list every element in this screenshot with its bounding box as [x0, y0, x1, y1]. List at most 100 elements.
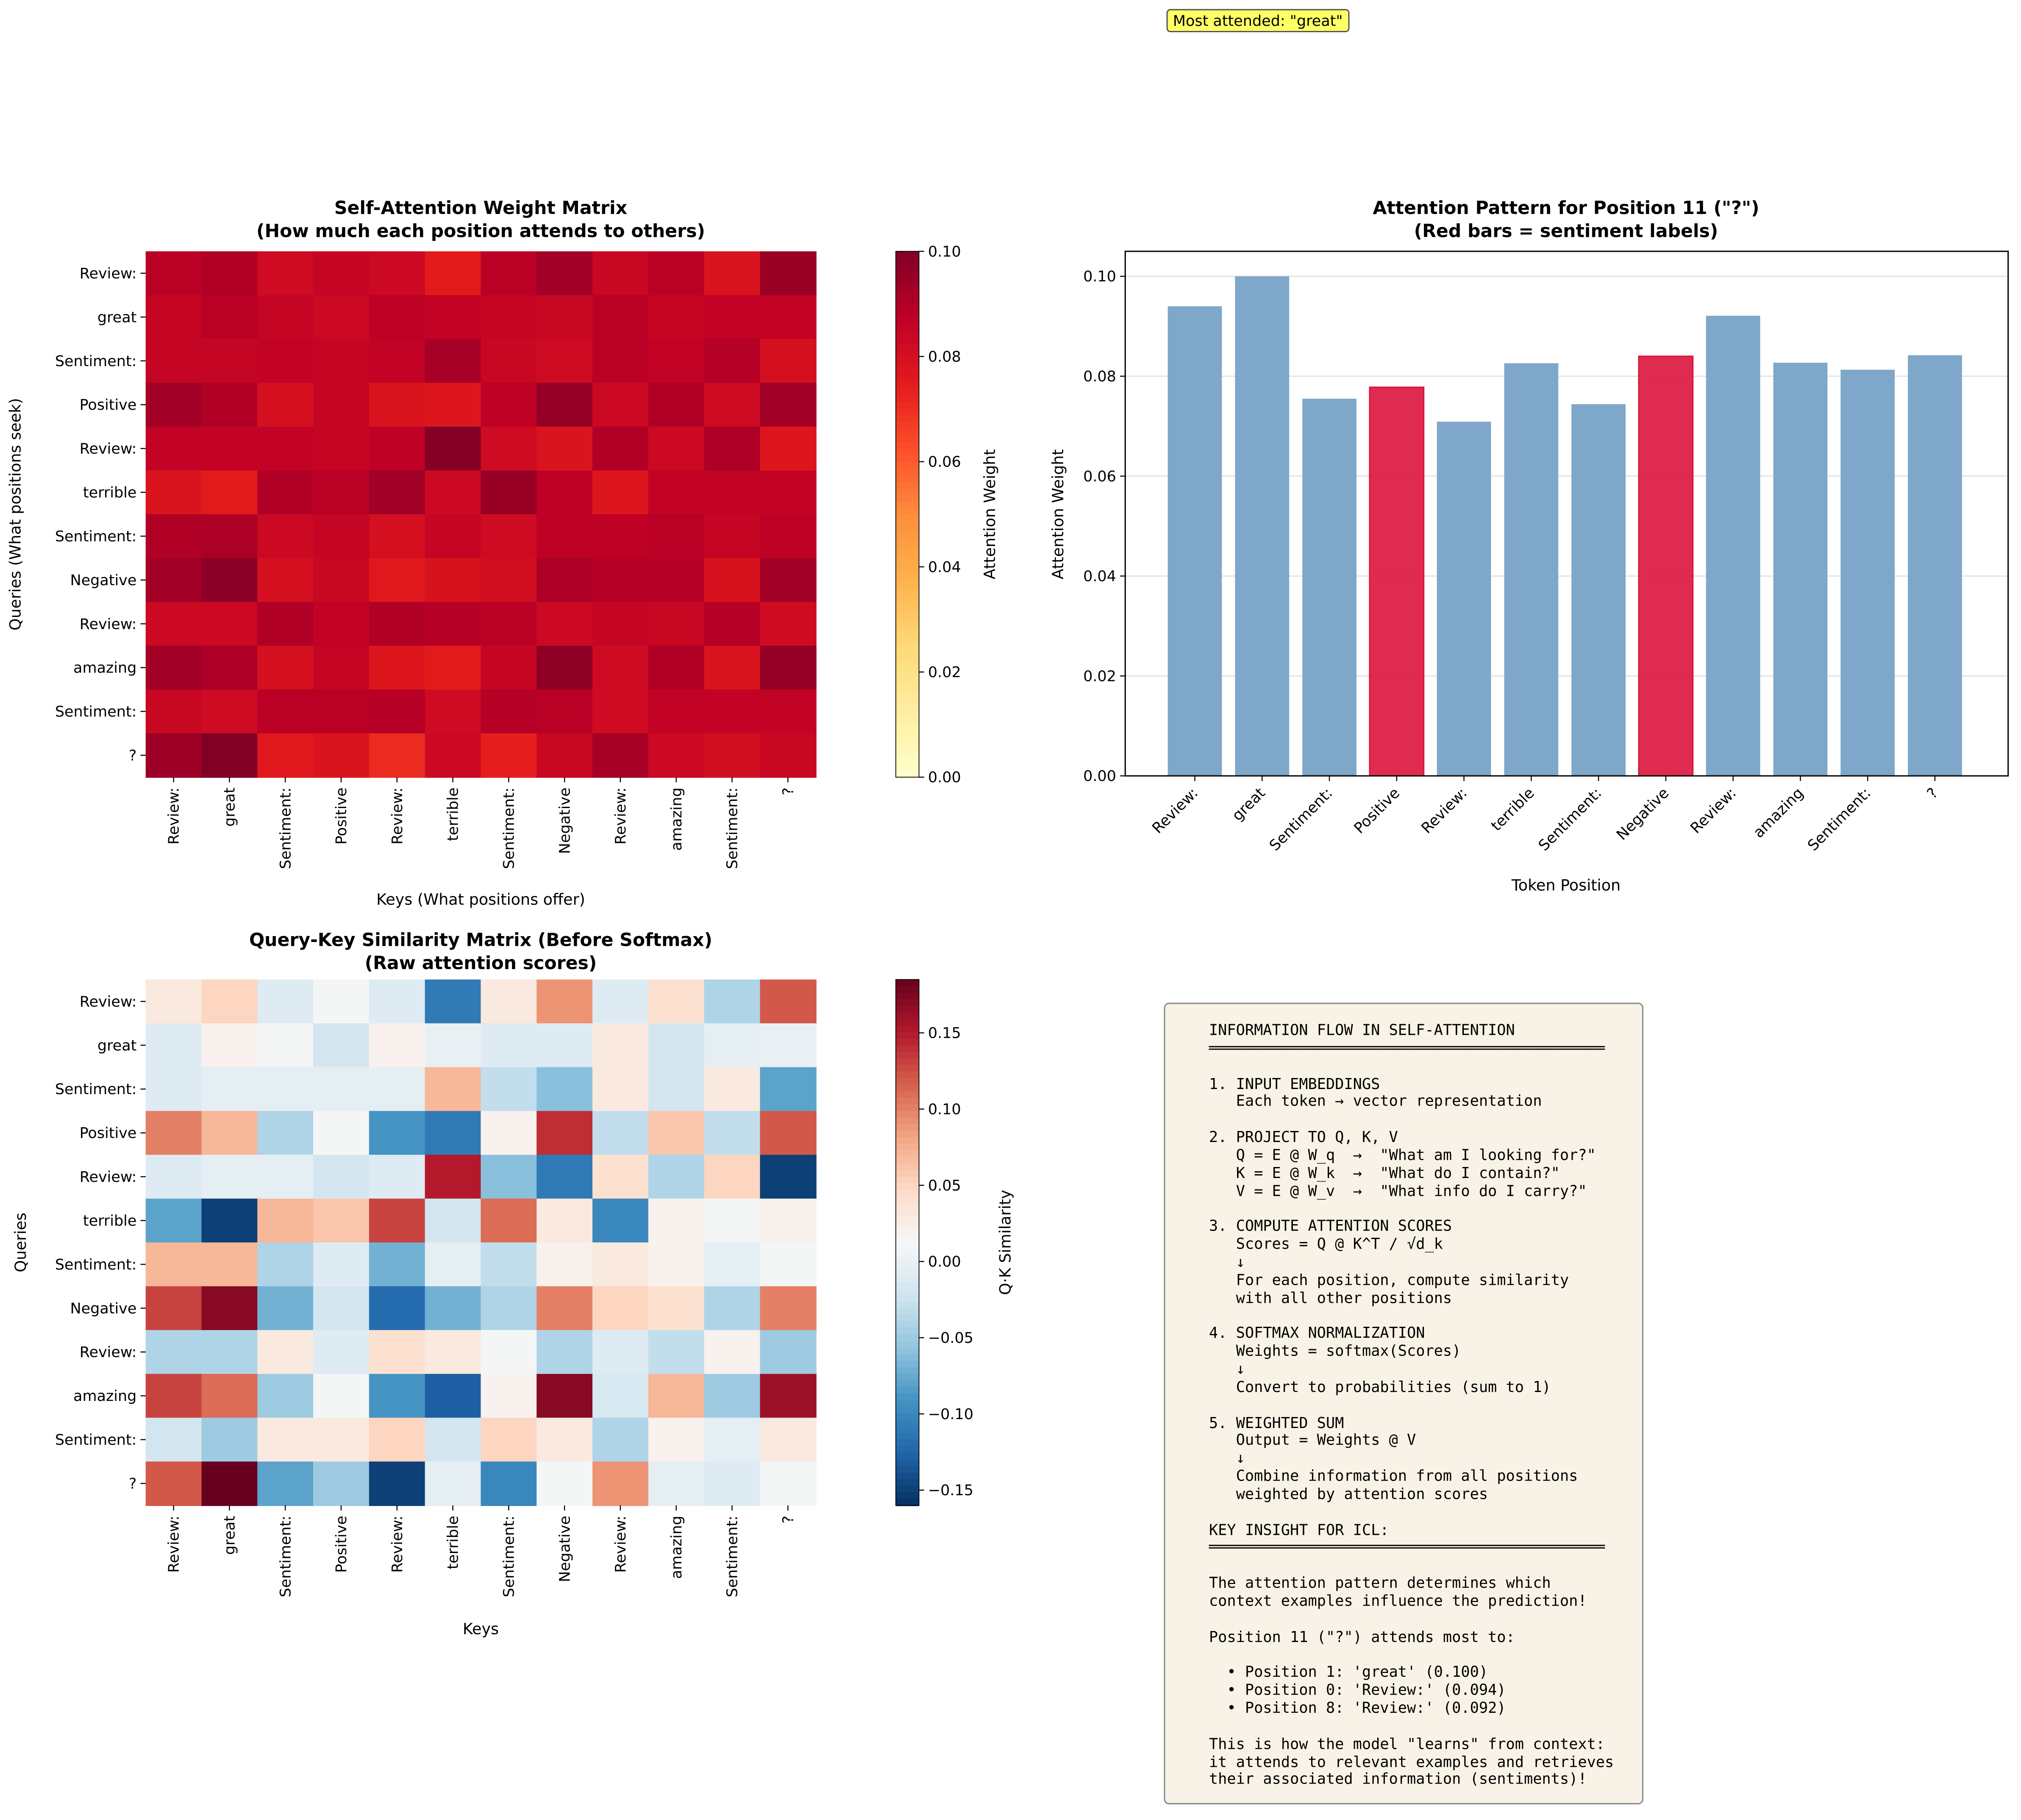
- x-tick-label: amazing: [668, 1516, 685, 1579]
- y-tick-label: 0.10: [1083, 268, 1116, 285]
- heatmap-cell: [313, 1242, 370, 1287]
- x-tick-label: Review:: [612, 1516, 629, 1573]
- heatmap-cell: [369, 1374, 426, 1419]
- colorbar-segment: [895, 251, 919, 259]
- heatmap-cell: [704, 733, 761, 778]
- heatmap-cell: [201, 1330, 258, 1375]
- heatmap-cell: [592, 470, 649, 515]
- heatmap-cell: [704, 426, 761, 471]
- colorbar-segment: [895, 540, 919, 548]
- heatmap-cell: [257, 1417, 314, 1462]
- heatmap-cell: [648, 1330, 705, 1375]
- heatmap-cell: [369, 383, 426, 428]
- heatmap-cell: [257, 1198, 314, 1243]
- heatmap-cell: [257, 1111, 314, 1156]
- colorbar-segment: [895, 1380, 919, 1388]
- x-tick-label: Negative: [556, 787, 573, 854]
- heatmap-cell: [760, 339, 817, 383]
- x-tick-label: Review:: [1418, 785, 1471, 837]
- heatmap-cell: [704, 558, 761, 603]
- heatmap-cell: [481, 383, 537, 428]
- heatmap-cell: [145, 558, 202, 603]
- x-tick-label: Sentiment:: [1266, 785, 1336, 854]
- bar-title: Attention Pattern for Position 11 ("?"): [1373, 197, 1759, 219]
- bar-ylabel: Attention Weight: [1049, 449, 1067, 579]
- colorbar-segment: [895, 1196, 919, 1204]
- heatmap-cell: [760, 1286, 817, 1331]
- textbox-line: Combine information from all positions: [1209, 1467, 1578, 1485]
- heatmap-cell: [369, 979, 426, 1024]
- colorbar-segment: [895, 606, 919, 614]
- x-tick-label: Review:: [612, 787, 629, 845]
- heatmap-cell: [145, 470, 202, 515]
- heatmap-cell: [648, 295, 705, 340]
- textbox-line: ↓: [1209, 1359, 1245, 1378]
- heatmap-cell: [369, 339, 426, 383]
- heatmap-cell: [369, 602, 426, 647]
- heatmap-cell: [257, 558, 314, 603]
- heatmap-cell: [257, 1023, 314, 1068]
- heatmap-cell: [145, 251, 202, 296]
- colorbar-segment: [895, 1334, 919, 1342]
- heatmap-cell: [704, 1374, 761, 1419]
- colorbar-segment: [895, 330, 919, 338]
- heatmap2-subtitle: (Raw attention scores): [365, 953, 597, 974]
- y-tick-label: Sentiment:: [55, 703, 137, 720]
- heatmap-cell: [313, 602, 370, 647]
- textbox-line: [1209, 1308, 1642, 1325]
- colorbar-segment: [895, 1249, 919, 1256]
- heatmap1-title: Self-Attention Weight Matrix: [334, 197, 627, 219]
- colorbar-segment: [895, 1065, 919, 1073]
- textbox-line: Output = Weights @ V: [1209, 1431, 1416, 1449]
- textbox-line: [1209, 1504, 1642, 1522]
- heatmap-cell: [257, 1286, 314, 1331]
- textbox-line: This is how the model "learns" from cont…: [1209, 1734, 1605, 1753]
- bar: [1706, 316, 1760, 776]
- colorbar-segment: [895, 1387, 919, 1395]
- heatmap-cell: [760, 1198, 817, 1243]
- most-attended-annotation: Most attended: "great": [1166, 9, 1349, 33]
- heatmap-cell: [537, 1067, 593, 1112]
- heatmap-cell: [481, 470, 537, 515]
- colorbar-segment: [895, 1203, 919, 1211]
- bar: [1168, 306, 1222, 776]
- colorbar-segment: [895, 1019, 919, 1026]
- heatmap-cell: [481, 251, 537, 296]
- heatmap-cell: [481, 1374, 537, 1419]
- colorbar-segment: [895, 495, 919, 502]
- colorbar-segment: [895, 1400, 919, 1408]
- heatmap-cell: [760, 1374, 817, 1419]
- heatmap-cell: [592, 1417, 649, 1462]
- heatmap-cell: [481, 1111, 537, 1156]
- colorbar-segment: [895, 448, 919, 456]
- bar: [1235, 276, 1290, 776]
- colorbar-segment: [895, 1361, 919, 1368]
- heatmap-cell: [257, 251, 314, 296]
- colorbar-segment: [895, 547, 919, 555]
- heatmap-cell: [425, 689, 481, 734]
- colorbar-segment: [895, 1117, 919, 1125]
- heatmap-cell: [257, 514, 314, 559]
- colorbar-segment: [895, 1084, 919, 1092]
- colorbar-segment: [895, 442, 919, 450]
- colorbar-segment: [895, 1439, 919, 1447]
- colorbar-segment: [895, 1367, 919, 1375]
- colorbar-segment: [895, 297, 919, 305]
- heatmap-cell: [369, 251, 426, 296]
- colorbar-segment: [895, 1137, 919, 1145]
- colorbar-segment: [895, 1189, 919, 1198]
- colorbar-tick-label: 0.10: [928, 243, 961, 260]
- heatmap-cell: [648, 1242, 705, 1287]
- heatmap-cell: [313, 295, 370, 340]
- heatmap-cell: [201, 1242, 258, 1287]
- heatmap-cell: [369, 1198, 426, 1243]
- heatmap-cell: [537, 1111, 593, 1156]
- heatmap-cell: [537, 426, 593, 471]
- heatmap-cell: [648, 426, 705, 471]
- heatmap-cell: [760, 689, 817, 734]
- heatmap-cell: [313, 1111, 370, 1156]
- heatmap-cell: [145, 689, 202, 734]
- colorbar-tick-label: 0.06: [928, 454, 961, 471]
- heatmap-cell: [201, 1417, 258, 1462]
